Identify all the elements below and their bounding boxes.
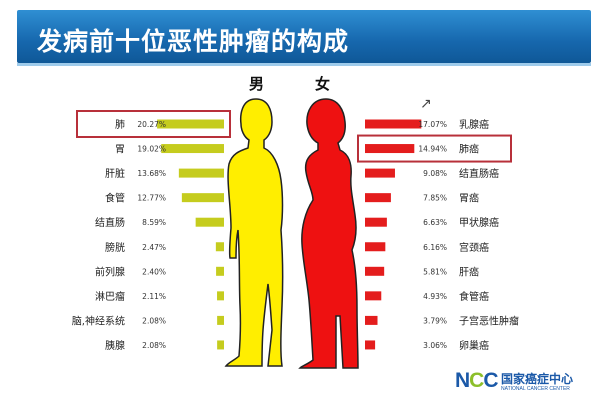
- male-bar: [215, 242, 224, 252]
- male-category-label: 胰腺: [105, 339, 125, 352]
- female-category-label: 结直肠癌: [459, 167, 499, 180]
- female-value-label: 3.06%: [423, 341, 447, 350]
- female-bar: [365, 217, 387, 227]
- male-value-label: 2.40%: [142, 267, 166, 276]
- male-value-label: 2.11%: [142, 292, 166, 301]
- female-body-silhouette: [298, 98, 359, 369]
- female-value-label: 4.93%: [423, 292, 447, 301]
- male-label: 男: [249, 75, 265, 93]
- male-highlight-box: [76, 110, 231, 138]
- logo-mark: NCC: [455, 369, 499, 392]
- male-bar: [157, 119, 224, 129]
- logo-chinese-name: 国家癌症中心: [501, 372, 574, 386]
- female-value-label: 9.08%: [423, 169, 447, 178]
- female-category-label: 乳腺癌: [459, 118, 489, 131]
- female-bar: [365, 119, 422, 129]
- female-bar: [365, 242, 386, 252]
- female-bar-series: 17.07% 乳腺癌 14.94% 肺癌 9.08% 结直肠癌 7.85% 胃癌 6.63% 甲状…: [365, 118, 519, 352]
- female-bar: [365, 168, 395, 178]
- mouse-cursor-icon: ↗: [420, 96, 432, 112]
- male-category-label: 肝脏: [105, 167, 125, 180]
- male-value-label: 12.77%: [137, 194, 166, 203]
- female-value-label: 6.63%: [423, 218, 447, 227]
- female-bar: [365, 193, 391, 203]
- male-category-label: 胃: [115, 144, 125, 156]
- title-underline: [17, 63, 591, 66]
- male-value-label: 2.08%: [142, 341, 166, 350]
- female-value-label: 5.81%: [423, 267, 447, 276]
- male-value-label: 2.47%: [142, 243, 166, 252]
- male-value-label: 19.02%: [137, 145, 166, 154]
- female-category-label: 甲状腺癌: [459, 216, 499, 229]
- female-category-label: 卵巢癌: [459, 339, 489, 352]
- female-value-label: 3.79%: [423, 316, 447, 325]
- male-category-label: 脑,神经系统: [72, 314, 125, 327]
- female-category-label: 子宫恶性肿瘤: [459, 314, 519, 327]
- female-category-label: 宫颈癌: [459, 241, 489, 254]
- slide-title: 发病前十位恶性肿瘤的构成: [37, 27, 350, 56]
- logo-english-name: NATIONAL CANCER CENTER: [501, 386, 570, 392]
- highlight-boxes: [76, 110, 512, 163]
- female-bar: [365, 340, 376, 350]
- male-value-label: 8.59%: [142, 218, 166, 227]
- female-bar: [365, 144, 415, 154]
- male-value-label: 13.68%: [137, 169, 166, 178]
- title-bar: 发病前十位恶性肿瘤的构成: [17, 10, 591, 63]
- male-category-label: 膀胱: [105, 241, 125, 254]
- male-bar-series: 肺 20.27% 胃 19.02% 肝脏 13.68% 食管 12.77% 结直肠 8.59% 膀胱…: [72, 119, 224, 352]
- male-bar: [217, 291, 224, 301]
- male-category-label: 肺: [115, 119, 125, 131]
- male-bar: [161, 144, 224, 154]
- male-body-silhouette: [224, 98, 284, 367]
- female-label: 女: [315, 75, 331, 93]
- female-value-label: 7.85%: [423, 194, 447, 203]
- female-category-label: 食管癌: [459, 290, 489, 303]
- male-category-label: 食管: [105, 192, 125, 205]
- female-category-label: 肺癌: [459, 143, 479, 156]
- male-value-label: 20.27%: [137, 120, 166, 129]
- male-bar: [217, 315, 224, 325]
- female-value-label: 6.16%: [423, 243, 447, 252]
- female-bar: [365, 266, 385, 276]
- female-category-label: 肝癌: [459, 265, 479, 278]
- male-category-label: 前列腺: [95, 265, 125, 278]
- female-bar: [365, 291, 382, 301]
- male-bar: [178, 168, 224, 178]
- male-bar: [195, 217, 224, 227]
- male-category-label: 淋巴瘤: [95, 290, 125, 303]
- male-bar: [216, 266, 224, 276]
- female-category-label: 胃癌: [459, 192, 479, 205]
- male-value-label: 2.08%: [142, 316, 166, 325]
- male-bar: [181, 193, 224, 203]
- female-bar: [365, 315, 378, 325]
- male-bar: [217, 340, 224, 350]
- female-value-label: 17.07%: [418, 120, 447, 129]
- female-highlight-box: [357, 134, 512, 163]
- female-value-label: 14.94%: [418, 145, 447, 154]
- male-category-label: 结直肠: [95, 216, 125, 229]
- body-figures: [224, 98, 359, 369]
